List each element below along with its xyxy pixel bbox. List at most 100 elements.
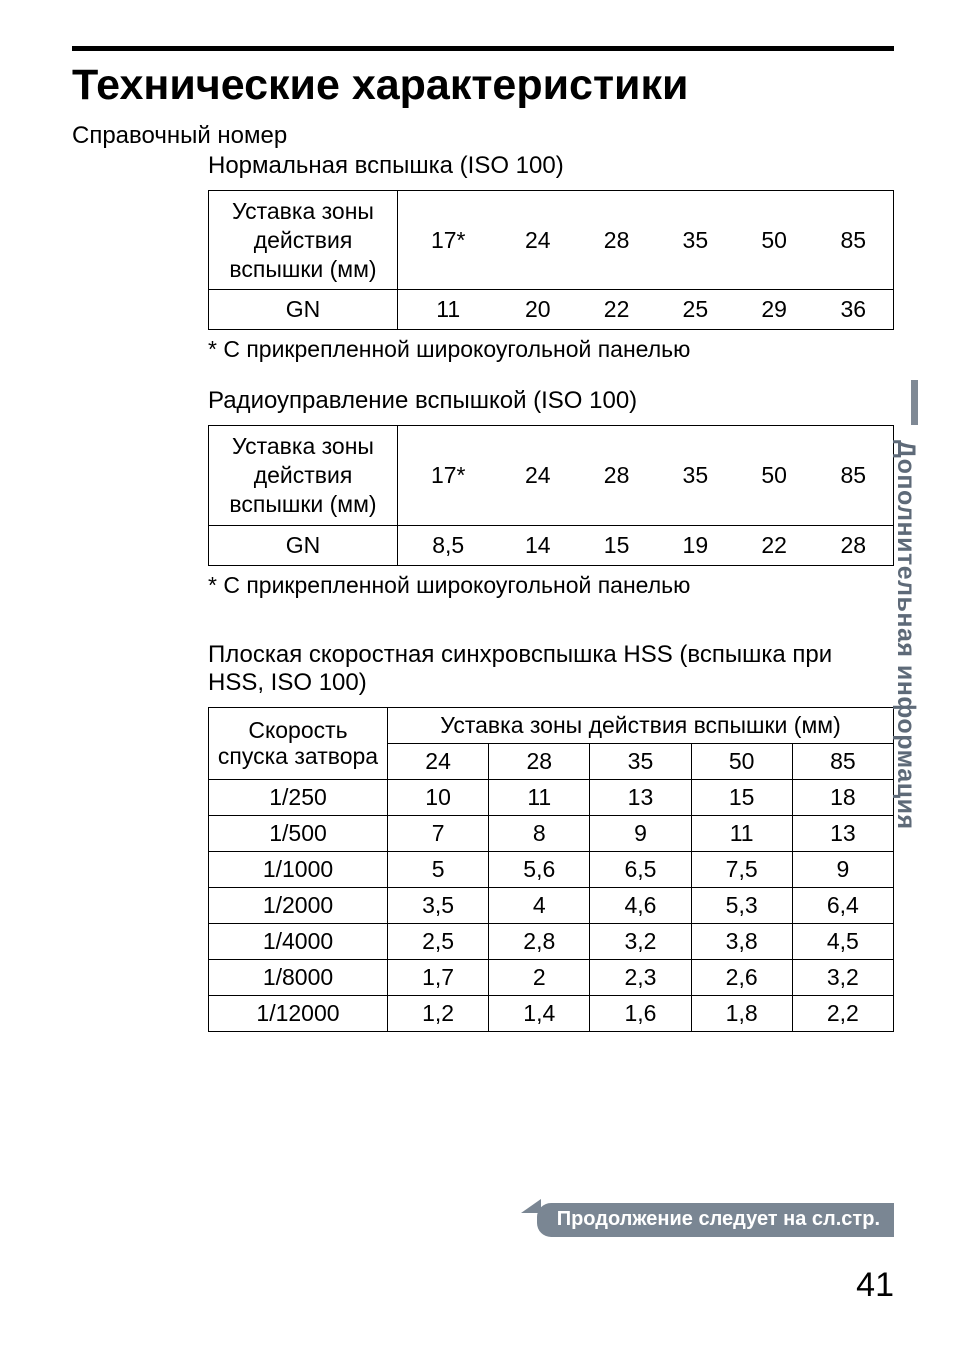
table-row: 1/1000 5 5,6 6,5 7,5 9 bbox=[209, 851, 894, 887]
cell: 85 bbox=[814, 426, 894, 525]
cell: 20 bbox=[498, 290, 577, 330]
cell: 2,2 bbox=[792, 995, 893, 1031]
cell: 85 bbox=[792, 743, 893, 779]
cell: 24 bbox=[388, 743, 489, 779]
reference-label: Справочный номер bbox=[72, 122, 894, 150]
gn-row-label: GN bbox=[209, 290, 398, 330]
cell: 8 bbox=[489, 815, 590, 851]
cell: 3,5 bbox=[388, 887, 489, 923]
cell: 1,6 bbox=[590, 995, 691, 1031]
top-rule bbox=[72, 46, 894, 51]
cell: 36 bbox=[814, 290, 894, 330]
cell: 1/12000 bbox=[209, 995, 388, 1031]
cell: 50 bbox=[735, 191, 814, 290]
continuation: Продолжение следует на сл.стр. bbox=[521, 1203, 894, 1237]
cell: 28 bbox=[577, 191, 656, 290]
normal-heading: Нормальная вспышка (ISO 100) bbox=[72, 152, 894, 180]
cell: 25 bbox=[656, 290, 735, 330]
cell: 6,4 bbox=[792, 887, 893, 923]
cell: 22 bbox=[577, 290, 656, 330]
cell: 1/250 bbox=[209, 779, 388, 815]
cell: 5,6 bbox=[489, 851, 590, 887]
hss-group-label: Уставка зоны действия вспышки (мм) bbox=[388, 707, 894, 743]
cell: 35 bbox=[656, 426, 735, 525]
cell: 14 bbox=[498, 525, 577, 565]
cell: 4,5 bbox=[792, 923, 893, 959]
page: Технические характеристики Справочный но… bbox=[0, 0, 954, 1345]
cell: 2,3 bbox=[590, 959, 691, 995]
cell: 28 bbox=[814, 525, 894, 565]
cell: 3,2 bbox=[590, 923, 691, 959]
cell: 22 bbox=[735, 525, 814, 565]
cell: 1/500 bbox=[209, 815, 388, 851]
cell: 17* bbox=[398, 191, 499, 290]
cell: 24 bbox=[498, 426, 577, 525]
cell: 28 bbox=[489, 743, 590, 779]
cell: 4,6 bbox=[590, 887, 691, 923]
cell: 6,5 bbox=[590, 851, 691, 887]
table-row: GN 8,5 14 15 19 22 28 bbox=[209, 525, 894, 565]
table-row: 1/500 7 8 9 11 13 bbox=[209, 815, 894, 851]
cell: 2,5 bbox=[388, 923, 489, 959]
cell: 7 bbox=[388, 815, 489, 851]
cell: 5,3 bbox=[691, 887, 792, 923]
table-row: 1/250 10 11 13 15 18 bbox=[209, 779, 894, 815]
table-row: 1/8000 1,7 2 2,3 2,6 3,2 bbox=[209, 959, 894, 995]
hss-table-wrap: Скорость спуска затвора Уставка зоны дей… bbox=[72, 707, 894, 1032]
cell: 50 bbox=[691, 743, 792, 779]
cell: 50 bbox=[735, 426, 814, 525]
cell: 2,6 bbox=[691, 959, 792, 995]
cell: 19 bbox=[656, 525, 735, 565]
cell: 13 bbox=[590, 779, 691, 815]
side-tab: Дополнительная информация bbox=[886, 380, 918, 940]
table-row: 1/4000 2,5 2,8 3,2 3,8 4,5 bbox=[209, 923, 894, 959]
cell: 1,4 bbox=[489, 995, 590, 1031]
hss-col-label: Скорость спуска затвора bbox=[209, 707, 388, 779]
cell: 1,7 bbox=[388, 959, 489, 995]
cell: 3,8 bbox=[691, 923, 792, 959]
continuation-label: Продолжение следует на сл.стр. bbox=[537, 1203, 894, 1237]
normal-table-wrap: Уставка зоны действия вспышки (мм) 17* 2… bbox=[72, 190, 894, 330]
cell: 2 bbox=[489, 959, 590, 995]
zoom-row-label: Уставка зоны действия вспышки (мм) bbox=[209, 191, 398, 290]
table-row: Уставка зоны действия вспышки (мм) 17* 2… bbox=[209, 426, 894, 525]
table-row: GN 11 20 22 25 29 36 bbox=[209, 290, 894, 330]
cell: 4 bbox=[489, 887, 590, 923]
cell: 5 bbox=[388, 851, 489, 887]
cell: 1/1000 bbox=[209, 851, 388, 887]
cell: 85 bbox=[814, 191, 894, 290]
cell: 8,5 bbox=[398, 525, 499, 565]
cell: 15 bbox=[691, 779, 792, 815]
cell: 35 bbox=[590, 743, 691, 779]
triangle-icon bbox=[521, 1199, 541, 1213]
side-tab-bar-icon bbox=[911, 380, 918, 425]
cell: 35 bbox=[656, 191, 735, 290]
cell: 2,8 bbox=[489, 923, 590, 959]
cell: 7,5 bbox=[691, 851, 792, 887]
cell: 1,2 bbox=[388, 995, 489, 1031]
wireless-footnote: * С прикрепленной широкоугольной панелью bbox=[72, 572, 894, 599]
table-row: Уставка зоны действия вспышки (мм) 17* 2… bbox=[209, 191, 894, 290]
cell: 15 bbox=[577, 525, 656, 565]
cell: 1/2000 bbox=[209, 887, 388, 923]
cell: 3,2 bbox=[792, 959, 893, 995]
normal-table: Уставка зоны действия вспышки (мм) 17* 2… bbox=[208, 190, 894, 330]
cell: 13 bbox=[792, 815, 893, 851]
hss-table: Скорость спуска затвора Уставка зоны дей… bbox=[208, 707, 894, 1032]
cell: 29 bbox=[735, 290, 814, 330]
wireless-table-wrap: Уставка зоны действия вспышки (мм) 17* 2… bbox=[72, 425, 894, 565]
cell: 10 bbox=[388, 779, 489, 815]
zoom-row-label: Уставка зоны действия вспышки (мм) bbox=[209, 426, 398, 525]
hss-heading: Плоская скоростная синхровспышка HSS (вс… bbox=[72, 641, 894, 697]
cell: 11 bbox=[489, 779, 590, 815]
wireless-heading: Радиоуправление вспышкой (ISO 100) bbox=[72, 387, 894, 415]
cell: 11 bbox=[691, 815, 792, 851]
cell: 24 bbox=[498, 191, 577, 290]
wireless-table: Уставка зоны действия вспышки (мм) 17* 2… bbox=[208, 425, 894, 565]
side-tab-label: Дополнительная информация bbox=[891, 440, 920, 830]
cell: 11 bbox=[398, 290, 499, 330]
cell: 1/4000 bbox=[209, 923, 388, 959]
page-number: 41 bbox=[856, 1266, 894, 1305]
table-row: 1/2000 3,5 4 4,6 5,3 6,4 bbox=[209, 887, 894, 923]
cell: 1,8 bbox=[691, 995, 792, 1031]
